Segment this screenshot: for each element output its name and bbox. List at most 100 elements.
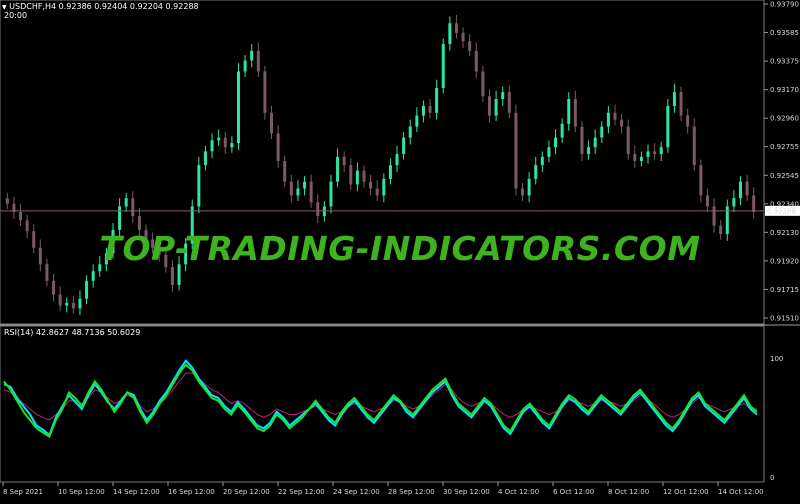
time-tick-label: 30 Sep 12:00 xyxy=(443,488,490,496)
price-tick-label: 0.93375 xyxy=(770,58,799,66)
bull-candle xyxy=(408,126,412,138)
bear-candle xyxy=(32,231,36,248)
bear-candle xyxy=(309,181,313,203)
bull-candle xyxy=(104,253,108,265)
bull-candle xyxy=(593,137,597,148)
bear-candle xyxy=(170,267,174,285)
dropdown-triangle-icon[interactable]: ▼ xyxy=(2,4,7,11)
bear-candle xyxy=(474,50,478,72)
bear-candle xyxy=(752,195,756,212)
bull-candle xyxy=(184,243,188,265)
bull-candle xyxy=(296,188,300,196)
bear-candle xyxy=(521,188,525,196)
bull-candle xyxy=(421,105,425,116)
bull-candle xyxy=(355,170,359,185)
rsi-label: RSI(14) 42.8627 48.7136 50.6029 xyxy=(4,328,141,337)
bear-candle xyxy=(712,206,716,226)
bear-candle xyxy=(131,198,135,217)
bear-candle xyxy=(52,280,56,295)
bear-candle xyxy=(283,161,287,182)
bull-candle xyxy=(659,147,663,155)
bear-candle xyxy=(270,112,274,134)
bull-candle xyxy=(560,123,564,138)
symbol-line: USDCHF,H4 0.92386 0.92404 0.92204 0.9228… xyxy=(9,2,199,11)
bear-candle xyxy=(468,41,472,51)
bear-candle xyxy=(144,229,148,240)
bear-candle xyxy=(5,198,9,204)
bull-candle xyxy=(243,60,247,72)
bull-candle xyxy=(210,140,214,152)
time-tick-label: 4 Oct 12:00 xyxy=(498,488,539,496)
bear-candle xyxy=(342,156,346,166)
time-tick-label: 14 Oct 12:00 xyxy=(718,488,764,496)
current-price-box xyxy=(765,205,800,216)
price-axis: 0.93790 0.93585 0.93375 0.93170 0.92960 0.927… xyxy=(764,1,799,323)
bear-candle xyxy=(461,32,465,42)
bear-candle xyxy=(653,151,657,155)
price-tick-label: 0.91920 xyxy=(770,257,799,265)
bull-candle xyxy=(382,178,386,196)
bear-candle xyxy=(316,202,320,217)
bear-candle xyxy=(71,302,75,309)
bear-candle xyxy=(289,181,293,196)
bull-candle xyxy=(441,43,445,89)
bull-candle xyxy=(111,229,115,254)
time-label: 20:00 xyxy=(4,11,28,20)
bear-candle xyxy=(481,71,485,97)
bull-candle xyxy=(415,115,419,127)
bull-candle xyxy=(65,302,69,306)
bear-candle xyxy=(507,92,511,113)
bull-candle xyxy=(329,181,333,207)
time-tick-label: 14 Sep 12:00 xyxy=(113,488,160,496)
time-tick-label: 12 Oct 12:00 xyxy=(663,488,709,496)
bull-candle xyxy=(395,154,399,166)
bull-candle xyxy=(666,105,670,148)
bull-candle xyxy=(554,137,558,148)
bear-candle xyxy=(454,23,458,33)
bear-candle xyxy=(573,99,577,127)
bear-candle xyxy=(626,126,630,155)
bull-candle xyxy=(230,143,234,148)
bull-candle xyxy=(639,156,643,161)
bull-candle xyxy=(78,298,82,309)
time-tick-label: 8 Sep 2021 xyxy=(3,488,43,496)
bear-candle xyxy=(38,247,42,265)
price-panel-frame xyxy=(0,0,765,325)
bull-candle xyxy=(534,165,538,179)
bull-candle xyxy=(606,112,610,127)
price-tick-label: 0.91715 xyxy=(770,286,799,294)
bull-candle xyxy=(85,280,89,299)
bull-candle xyxy=(547,147,551,157)
bear-candle xyxy=(692,126,696,166)
bear-candle xyxy=(223,137,227,148)
bull-candle xyxy=(725,206,729,234)
bull-candle xyxy=(388,165,392,179)
bull-candle xyxy=(501,92,505,100)
price-tick-label: 0.92755 xyxy=(770,143,799,151)
bear-candle xyxy=(620,119,624,127)
bear-candle xyxy=(263,71,267,113)
bull-candle xyxy=(448,23,452,44)
bull-candle xyxy=(197,165,201,207)
rsi-lines-layer xyxy=(3,359,758,439)
bear-candle xyxy=(362,170,366,182)
bear-candle xyxy=(487,96,491,116)
watermark: TOP-TRADING-INDICATORS.COM xyxy=(99,229,700,268)
bear-candle xyxy=(276,133,280,161)
bear-candle xyxy=(58,294,62,306)
time-tick-label: 28 Sep 12:00 xyxy=(388,488,435,496)
bear-candle xyxy=(745,181,749,196)
time-tick-label: 6 Oct 12:00 xyxy=(553,488,594,496)
rsi-top-level: 100 xyxy=(770,355,783,363)
bear-candle xyxy=(19,211,23,221)
bull-candle xyxy=(600,126,604,138)
bear-candle xyxy=(428,105,432,113)
bull-candle xyxy=(336,156,340,182)
bear-candle xyxy=(679,92,683,116)
time-tick-label: 24 Sep 12:00 xyxy=(333,488,380,496)
bear-candle xyxy=(705,195,709,207)
bear-candle xyxy=(12,203,16,212)
price-tick-label: 0.93790 xyxy=(770,1,799,9)
